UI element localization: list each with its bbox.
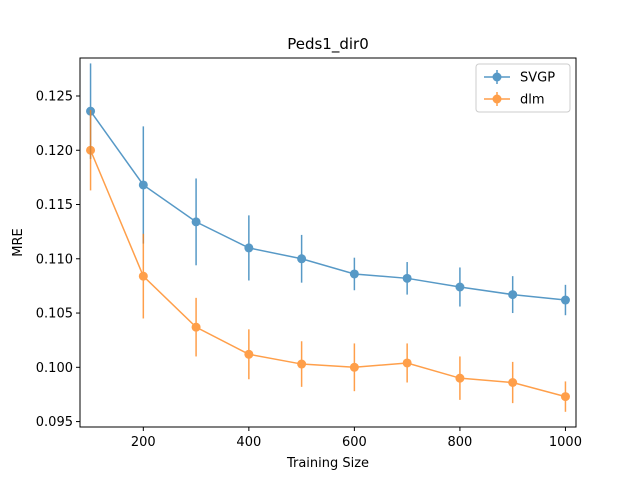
data-point-svgp bbox=[402, 273, 412, 283]
y-tick-label: 0.110 bbox=[36, 252, 73, 267]
data-point-svgp bbox=[138, 180, 148, 190]
data-point-dlm bbox=[191, 322, 201, 332]
data-point-dlm bbox=[244, 349, 254, 359]
y-tick-label: 0.125 bbox=[36, 89, 73, 104]
legend-marker-dlm bbox=[492, 94, 502, 104]
data-point-svgp bbox=[297, 254, 307, 264]
x-tick-label: 400 bbox=[236, 435, 261, 450]
x-tick-label: 200 bbox=[131, 435, 156, 450]
y-tick-label: 0.115 bbox=[36, 198, 73, 213]
legend: SVGP dlm bbox=[475, 63, 571, 113]
data-point-dlm bbox=[349, 362, 359, 372]
legend-item-dlm bbox=[484, 92, 510, 106]
axes-frame bbox=[79, 57, 577, 428]
data-point-dlm bbox=[560, 392, 570, 402]
data-point-svgp bbox=[455, 282, 465, 292]
data-point-dlm bbox=[86, 145, 96, 155]
data-point-svgp bbox=[244, 243, 254, 253]
data-point-dlm bbox=[455, 373, 465, 383]
x-axis-label: Training Size bbox=[286, 456, 369, 471]
y-axis-label: MRE bbox=[11, 228, 26, 256]
data-point-svgp bbox=[508, 290, 518, 300]
x-tick-label: 600 bbox=[342, 435, 367, 450]
data-point-dlm bbox=[297, 359, 307, 369]
legend-label-dlm: dlm bbox=[520, 93, 545, 108]
data-point-dlm bbox=[508, 378, 518, 388]
series-dlm bbox=[86, 110, 570, 412]
legend-item-svgp bbox=[484, 70, 510, 84]
legend-marker-svgp bbox=[492, 72, 502, 82]
y-tick-label: 0.120 bbox=[36, 144, 73, 159]
data-point-svgp bbox=[560, 295, 570, 305]
data-point-dlm bbox=[402, 358, 412, 368]
axes: 200 400 600 800 1000 0.095 0.100 0.105 0.110 0.11… bbox=[36, 89, 582, 450]
legend-label-svgp: SVGP bbox=[520, 71, 555, 86]
series-line-svgp bbox=[89, 110, 566, 301]
y-tick-label: 0.100 bbox=[36, 361, 73, 376]
data-point-svgp bbox=[349, 269, 359, 279]
data-point-dlm bbox=[138, 271, 148, 281]
chart-title: Peds1_dir0 bbox=[287, 35, 369, 54]
plot-area bbox=[86, 63, 570, 412]
y-tick-label: 0.105 bbox=[36, 307, 73, 322]
y-tick-label: 0.095 bbox=[36, 415, 73, 430]
series-svgp bbox=[86, 63, 570, 316]
series-line-dlm bbox=[89, 149, 566, 398]
x-tick-label: 1000 bbox=[549, 435, 582, 450]
x-tick-label: 800 bbox=[448, 435, 473, 450]
data-point-svgp bbox=[191, 217, 201, 227]
